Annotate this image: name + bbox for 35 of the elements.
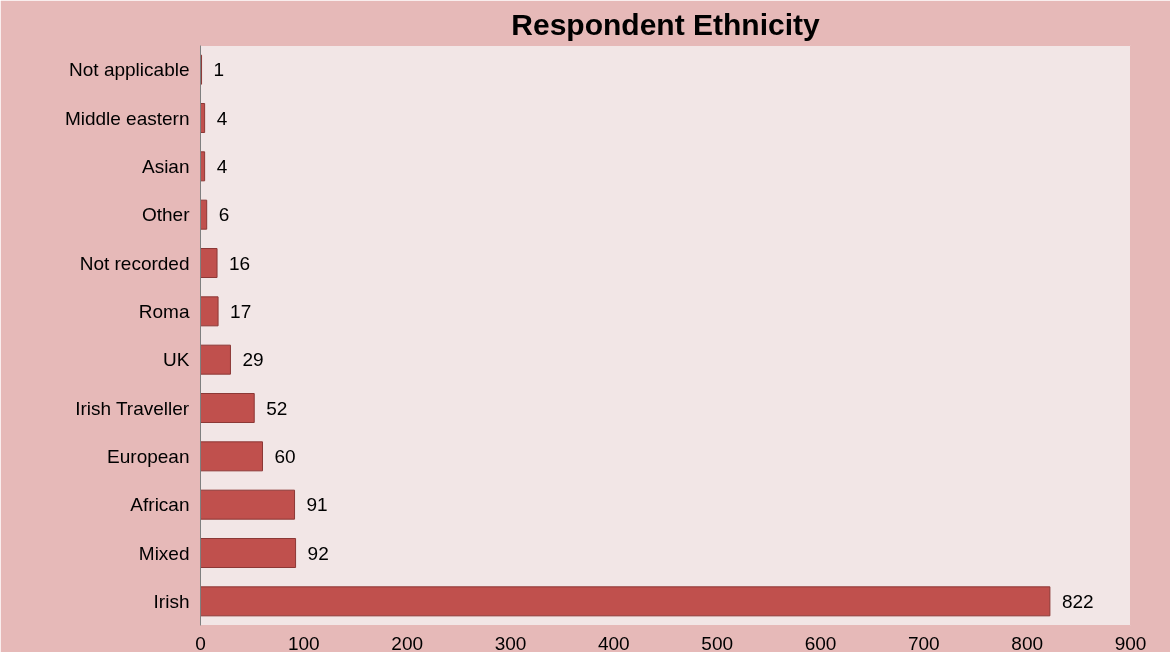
x-tick-label: 300 (494, 632, 527, 654)
data-label: 4 (216, 155, 228, 177)
y-tick-label: Irish Traveller (75, 397, 190, 419)
data-label: 60 (274, 445, 296, 467)
y-tick-label: Not recorded (79, 252, 190, 274)
x-tick-label: 200 (391, 632, 424, 654)
y-tick-label: European (107, 445, 190, 467)
x-tick-label: 600 (804, 632, 837, 654)
x-tick-label: 100 (287, 632, 320, 654)
data-label: 1 (213, 59, 225, 81)
y-tick-label: Asian (141, 155, 190, 177)
y-tick-label: UK (163, 349, 190, 371)
data-label: 822 (1061, 590, 1094, 612)
y-tick-label: Roma (138, 300, 190, 322)
x-tick-label: 0 (195, 632, 206, 654)
y-tick-label: Irish (153, 590, 190, 612)
y-tick-label: Middle eastern (64, 107, 190, 129)
data-label: 52 (266, 397, 288, 419)
data-label: 17 (230, 300, 252, 322)
data-label: 4 (216, 107, 228, 129)
data-label: 16 (229, 252, 251, 274)
x-tick-label: 800 (1011, 632, 1044, 654)
x-tick-label: 500 (701, 632, 734, 654)
y-tick-label: Not applicable (69, 59, 190, 81)
y-tick-label: Other (141, 204, 191, 226)
x-tick-label: 900 (1114, 632, 1147, 654)
data-label: 91 (306, 494, 328, 516)
chart-title: Respondent Ethnicity (511, 7, 820, 41)
y-tick-label: Mixed (138, 542, 190, 564)
x-tick-label: 700 (907, 632, 940, 654)
y-tick-label: African (130, 494, 190, 516)
data-label: 6 (218, 204, 230, 226)
data-label: 29 (242, 349, 264, 371)
data-label: 92 (307, 542, 329, 564)
x-tick-label: 400 (597, 632, 630, 654)
